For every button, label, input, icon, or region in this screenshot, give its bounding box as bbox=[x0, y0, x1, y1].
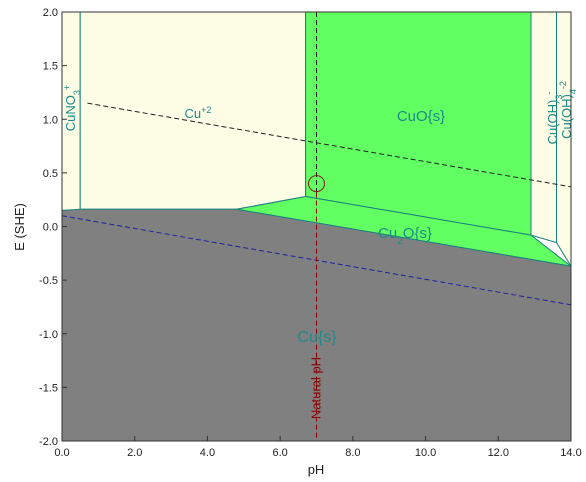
region-label-cuoh3: Cu(OH)3- bbox=[544, 92, 564, 145]
natural-ph-label: Natural pH bbox=[309, 357, 324, 419]
region-label-cuoh4: Cu(OH)4-2 bbox=[558, 81, 578, 139]
x-tick-label: 14.0 bbox=[560, 447, 581, 459]
y-tick-label: -1.0 bbox=[39, 329, 58, 341]
x-tick-label: 8.0 bbox=[345, 447, 360, 459]
x-tick-label: 6.0 bbox=[272, 447, 287, 459]
x-tick-label: 4.0 bbox=[200, 447, 215, 459]
y-tick-label: 0.5 bbox=[43, 168, 58, 180]
y-tick-label: -1.5 bbox=[39, 382, 58, 394]
y-tick-label: -2.0 bbox=[39, 436, 58, 448]
natural-ph-marker bbox=[308, 175, 325, 193]
y-tick-label: 1.0 bbox=[43, 114, 58, 126]
y-tick-label: -0.5 bbox=[39, 275, 58, 287]
y-tick-label: 1.5 bbox=[43, 61, 58, 73]
y-tick-label: 0.0 bbox=[43, 222, 58, 234]
region-label-cu: Cu{s} bbox=[297, 329, 337, 346]
x-tick-label: 12.0 bbox=[488, 447, 509, 459]
y-axis-title: E (SHE) bbox=[12, 203, 27, 251]
region-label-cu2o: Cu2O{s} bbox=[378, 225, 432, 247]
labels-layer: Natural pH CuNO3+ Cu+2 CuO{s} Cu2O{s} Cu(OH)3… bbox=[62, 81, 578, 419]
x-tick-label: 10.0 bbox=[415, 447, 436, 459]
region-label-cu2: Cu+2 bbox=[185, 105, 212, 121]
region-label-cuno3: CuNO3+ bbox=[62, 85, 82, 131]
y-tick-label: 2.0 bbox=[43, 7, 58, 19]
region-label-cuo: CuO{s} bbox=[397, 108, 445, 125]
water-line-oxygen bbox=[87, 102, 572, 188]
lines-layer bbox=[61, 12, 572, 441]
x-tick-label: 0.0 bbox=[54, 447, 69, 459]
x-tick-label: 2.0 bbox=[127, 447, 142, 459]
x-axis-title: pH bbox=[308, 462, 325, 477]
axes-layer: 0.0 2.0 4.0 6.0 8.0 10.0 12.0 14.0 2.0 1.5 1.0 0.5 0… bbox=[39, 7, 582, 459]
